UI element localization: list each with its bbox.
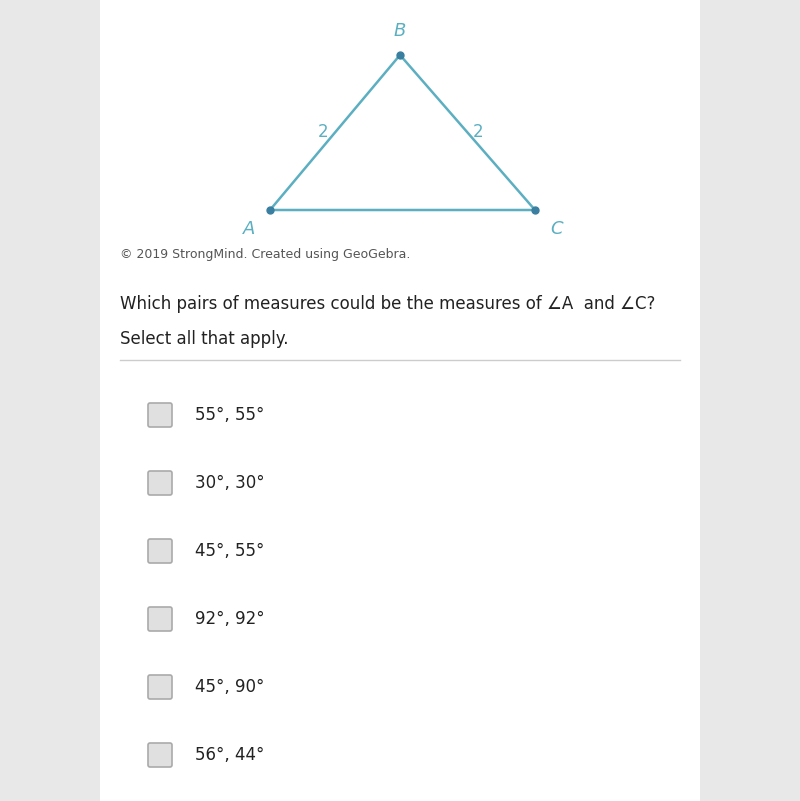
Text: 55°, 55°: 55°, 55° bbox=[195, 406, 264, 424]
Text: 30°, 30°: 30°, 30° bbox=[195, 474, 265, 492]
FancyBboxPatch shape bbox=[148, 675, 172, 699]
Text: 45°, 55°: 45°, 55° bbox=[195, 542, 264, 560]
Text: Which pairs of measures could be the measures of ∠A  and ∠C?: Which pairs of measures could be the mea… bbox=[120, 295, 655, 313]
Text: 92°, 92°: 92°, 92° bbox=[195, 610, 265, 628]
Text: 2: 2 bbox=[318, 123, 328, 141]
Text: C: C bbox=[550, 220, 562, 238]
Text: 56°, 44°: 56°, 44° bbox=[195, 746, 264, 764]
FancyBboxPatch shape bbox=[148, 743, 172, 767]
FancyBboxPatch shape bbox=[148, 607, 172, 631]
Text: A: A bbox=[242, 220, 255, 238]
FancyBboxPatch shape bbox=[148, 403, 172, 427]
Text: © 2019 StrongMind. Created using GeoGebra.: © 2019 StrongMind. Created using GeoGebr… bbox=[120, 248, 410, 261]
Text: Select all that apply.: Select all that apply. bbox=[120, 330, 289, 348]
Text: 2: 2 bbox=[473, 123, 483, 141]
FancyBboxPatch shape bbox=[100, 0, 700, 801]
FancyBboxPatch shape bbox=[148, 471, 172, 495]
Text: B: B bbox=[394, 22, 406, 40]
Text: 45°, 90°: 45°, 90° bbox=[195, 678, 264, 696]
FancyBboxPatch shape bbox=[148, 539, 172, 563]
